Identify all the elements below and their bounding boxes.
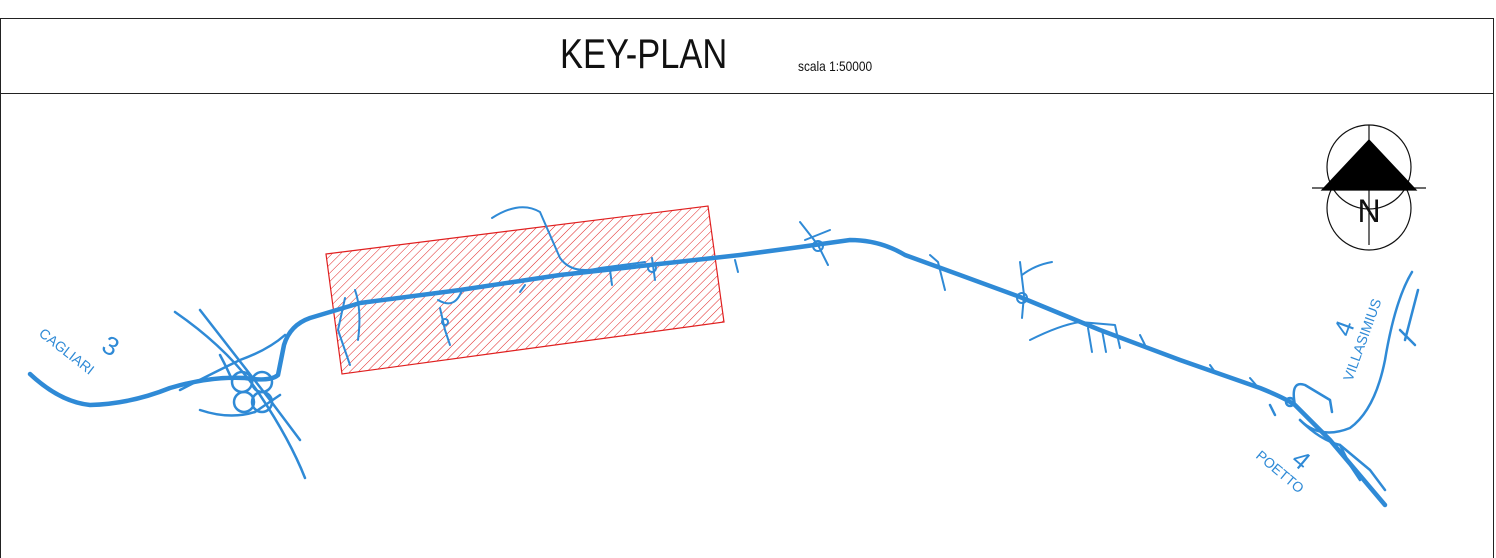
interchange-east [1268,270,1420,492]
label-cagliari: 3 CAGLIARI [36,325,124,378]
villasimius-name: VILLASIMIUS [1340,296,1385,383]
cagliari-number: 3 [97,329,125,362]
page-title: KEY-PLAN [560,30,728,77]
key-plan-map: 3 CAGLIARI 4 VILLASIMIUS 4 POETTO N [27,124,1426,508]
label-poetto: 4 POETTO [1253,444,1316,497]
north-arrow-icon: N [1312,124,1426,251]
scale-label: scala 1:50000 [798,58,873,74]
main-road [27,237,1388,508]
branches-east [799,221,1257,386]
branches-middle [337,206,739,366]
compass-letter: N [1357,193,1380,229]
label-villasimius: 4 VILLASIMIUS [1327,296,1384,383]
title-block [0,18,1494,94]
interchange-west [173,308,307,480]
road-network [27,206,1420,508]
cagliari-name: CAGLIARI [36,325,97,378]
highlight-area [325,205,725,375]
